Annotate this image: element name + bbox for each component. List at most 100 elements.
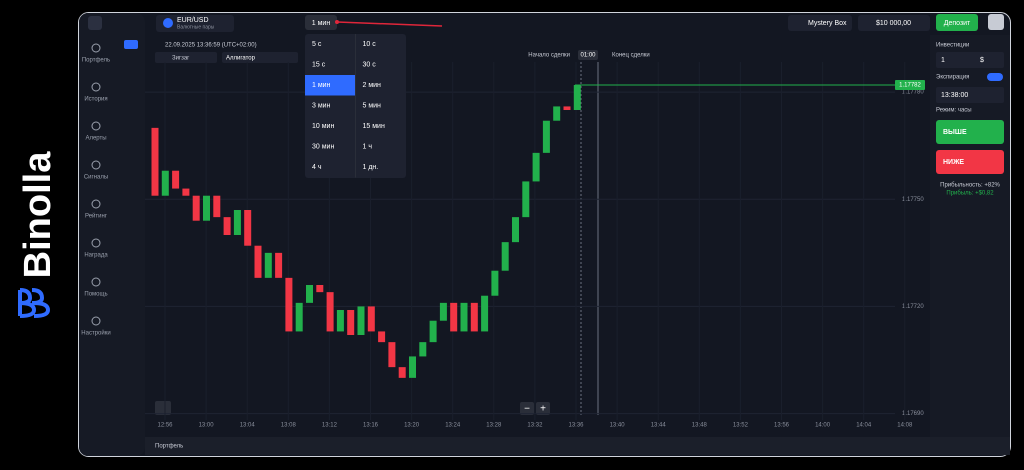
candle (161, 170, 169, 196)
sidebar-icon[interactable] (91, 277, 101, 287)
menu-item[interactable]: 10 с (363, 41, 377, 48)
y-tick-label: 1.17750 (902, 197, 924, 203)
sidebar-icon[interactable] (91, 160, 101, 170)
x-tick-label: 13:08 (281, 423, 297, 429)
candle (553, 106, 561, 121)
annotation-arrow (336, 21, 443, 27)
menu-item[interactable]: 10 мин (312, 123, 334, 130)
candle (573, 85, 581, 110)
annotation-arrow-head (335, 20, 339, 24)
x-tick-label: 13:40 (610, 423, 626, 429)
x-tick-label: 13:48 (692, 423, 708, 429)
candle (326, 292, 334, 332)
expiration-toggle[interactable] (987, 73, 1003, 81)
candle (357, 306, 365, 335)
zoom-in[interactable] (536, 402, 550, 415)
app-logo[interactable] (88, 16, 102, 30)
investment-label: Инвестиции (936, 43, 969, 49)
footer-bar (145, 437, 1010, 455)
candle (501, 242, 509, 271)
menu-item[interactable]: 2 мин (363, 82, 382, 89)
investment-input[interactable] (936, 52, 1004, 68)
menu-item[interactable]: 5 мин (363, 102, 382, 109)
expiration-input[interactable] (936, 87, 1004, 103)
menu-item[interactable]: 15 с (312, 61, 326, 68)
zoom-out-label: − (524, 404, 530, 415)
asset-type: Валютные пары (177, 24, 215, 30)
indicator-name: Аллигатор (226, 56, 256, 62)
candle (419, 342, 427, 357)
mystery-box-button[interactable] (788, 15, 852, 31)
mode-label: Режим: часы (936, 108, 972, 114)
sidebar-icon[interactable] (91, 316, 101, 326)
candle (192, 195, 200, 221)
candle (439, 302, 447, 321)
sidebar-icon[interactable] (91, 121, 101, 131)
candle (347, 310, 355, 335)
candle (367, 306, 375, 332)
x-tick-label: 13:00 (199, 423, 215, 429)
timeframe-menu: 5 с 10 с 15 с 30 с 1 мин 2 мин 3 мин 5 мин 10 ми… (305, 34, 406, 178)
sidebar-icon[interactable] (91, 238, 101, 248)
menu-item[interactable]: 15 мин (363, 123, 385, 130)
candle (532, 152, 540, 182)
sidebar (79, 13, 145, 456)
sidebar-label: Алерты (85, 136, 106, 142)
menu-item[interactable]: 30 мин (312, 143, 334, 150)
settings-button[interactable] (155, 401, 171, 415)
balance-button[interactable] (858, 15, 930, 31)
menu-item[interactable]: 1 дн. (363, 164, 379, 171)
candle (481, 295, 489, 332)
menu-item[interactable]: 30 с (363, 61, 377, 68)
app-window (78, 12, 1011, 457)
timer-badge (578, 50, 598, 60)
price-chart: 1.17780 1.17750 1.17720 1.17690 12:56 13:00 13… (145, 62, 925, 429)
candle (512, 217, 519, 243)
menu-item[interactable]: 4 ч (312, 164, 322, 171)
menu-item[interactable]: 1 мин (312, 82, 331, 89)
indicator-name: Зигзаг (172, 56, 190, 62)
candle (213, 195, 221, 218)
footer-title: Портфель (155, 444, 183, 450)
menu-item[interactable]: 1 ч (363, 143, 373, 150)
menu-item[interactable]: 3 мин (312, 102, 331, 109)
x-tick-label: 13:32 (527, 423, 543, 429)
down-button[interactable] (936, 150, 1004, 174)
menu-item[interactable]: 5 с (312, 41, 322, 48)
candle (398, 367, 406, 378)
candle (244, 210, 252, 246)
x-tick-label: 13:24 (445, 423, 461, 429)
deposit-button[interactable] (936, 14, 978, 31)
deposit-label: Депозит (944, 20, 971, 27)
down-label: НИЖЕ (943, 159, 964, 166)
play-button[interactable] (124, 40, 138, 49)
brand-logo (18, 288, 51, 318)
y-tick-label: 1.17690 (902, 411, 924, 417)
sidebar-icon[interactable] (91, 82, 101, 92)
candle (409, 356, 416, 378)
investment-currency: $ (980, 57, 984, 64)
x-tick-label: 13:04 (240, 423, 256, 429)
candle (203, 195, 210, 221)
x-tick-label: 13:44 (651, 423, 667, 429)
indicator-chip[interactable] (222, 52, 298, 63)
up-button[interactable] (936, 120, 1004, 144)
candle (316, 285, 324, 293)
zoom-out[interactable] (520, 402, 534, 415)
sidebar-icon[interactable] (91, 199, 101, 209)
asset-name: EUR/USD (177, 17, 209, 24)
timeframe-button[interactable] (305, 15, 337, 30)
expiration-value: 13:38:00 (941, 92, 968, 99)
menu-item-selected[interactable] (305, 75, 356, 96)
y-tick-label: 1.17780 (902, 90, 924, 96)
timeframe-value: 1 мин (312, 20, 331, 27)
sidebar-icon[interactable] (91, 43, 101, 53)
candle (522, 181, 530, 218)
sidebar-menu: Портфель История Алерты Сигналы Рейтинг Награ… (81, 43, 111, 337)
candle (172, 170, 180, 189)
avatar[interactable] (988, 14, 1004, 30)
asset-selector[interactable] (156, 15, 234, 32)
indicator-chip[interactable] (155, 52, 217, 63)
x-tick-label: 13:20 (404, 423, 420, 429)
x-tick-label: 13:36 (568, 423, 584, 429)
